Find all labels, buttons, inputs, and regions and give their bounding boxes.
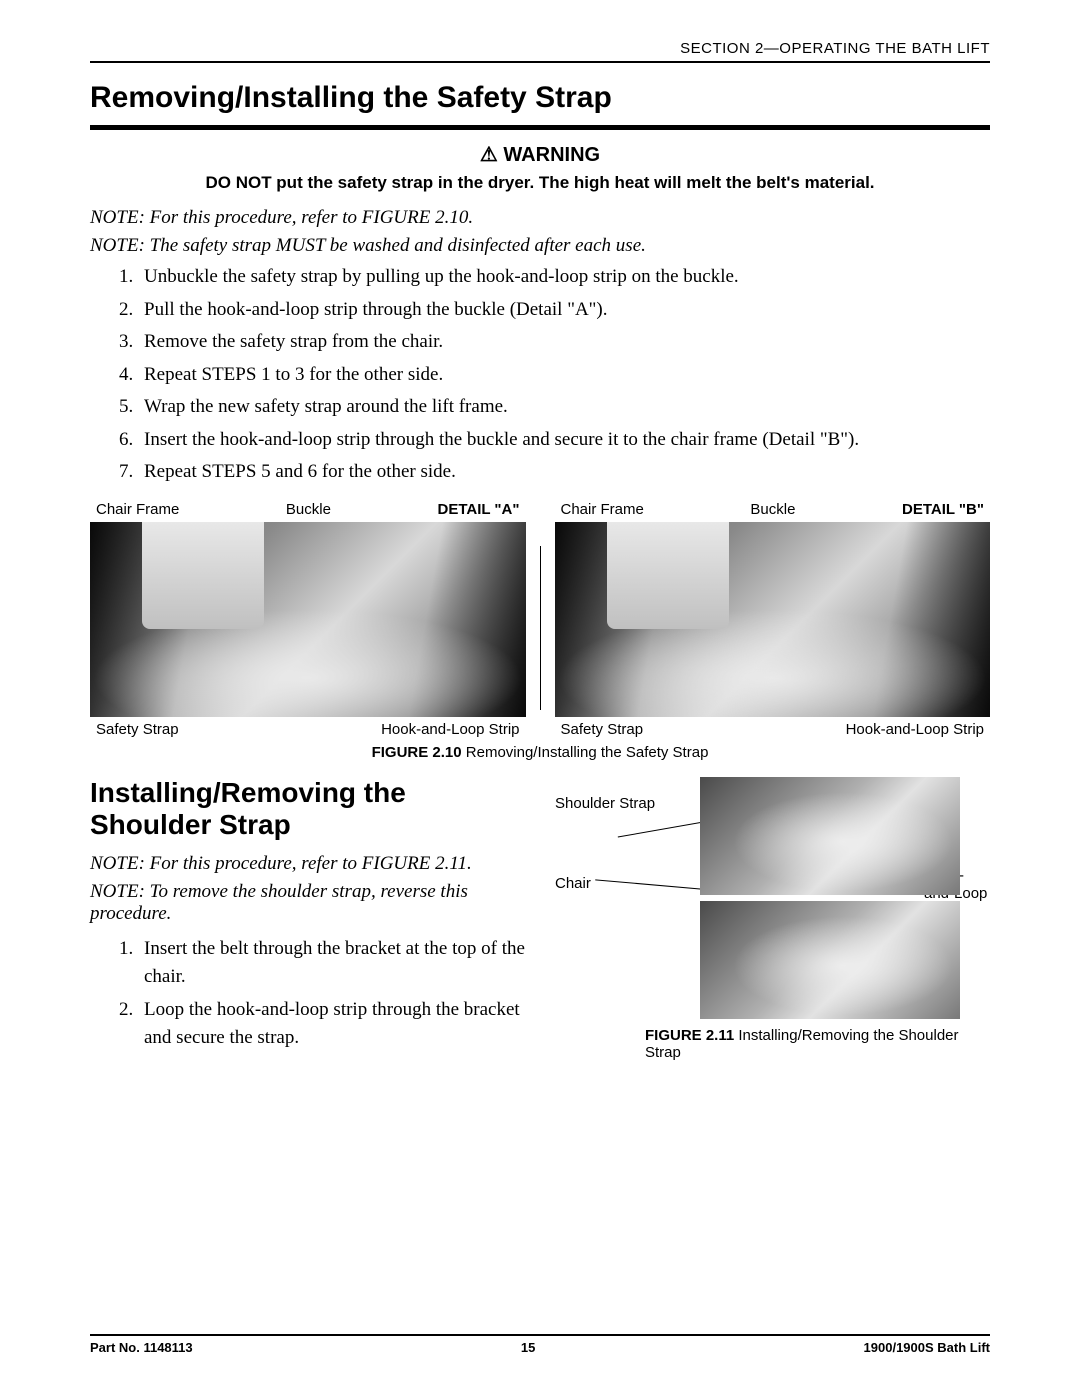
label-hook-loop: Hook-and-Loop Strip	[846, 721, 984, 738]
figure-number: FIGURE 2.10	[372, 744, 462, 761]
step: Wrap the new safety strap around the lif…	[138, 393, 990, 422]
figure-2-11-caption: FIGURE 2.11 Installing/Removing the Shou…	[555, 1027, 990, 1061]
warning-text: DO NOT put the safety strap in the dryer…	[90, 173, 990, 193]
warning-label: WARNING	[90, 142, 990, 167]
steps-shoulder-strap: Insert the belt through the bracket at t…	[138, 935, 525, 1053]
label-shoulder-strap: Shoulder Strap	[555, 795, 655, 813]
label-buckle: Buckle	[286, 501, 331, 518]
page-footer: Part No. 1148113 15 1900/1900S Bath Lift	[90, 1334, 990, 1355]
label-detail-a: DETAIL "A"	[437, 501, 519, 518]
note-1: NOTE: For this procedure, refer to FIGUR…	[90, 207, 990, 229]
figure-2-10-caption: FIGURE 2.10 Removing/Installing the Safe…	[90, 744, 990, 761]
label-chair: Chair	[555, 875, 591, 893]
photo-detail-b	[555, 522, 991, 717]
label-buckle: Buckle	[750, 501, 795, 518]
step: Pull the hook-and-loop strip through the…	[138, 296, 990, 325]
footer-page-no: 15	[521, 1340, 535, 1355]
step: Repeat STEPS 1 to 3 for the other side.	[138, 361, 990, 390]
detail-b: Chair Frame Buckle DETAIL "B" Safety Str…	[555, 501, 991, 738]
figure-2-10: Chair Frame Buckle DETAIL "A" Safety Str…	[90, 501, 990, 761]
step: Loop the hook-and-loop strip through the…	[138, 996, 525, 1053]
label-safety-strap: Safety Strap	[96, 721, 179, 738]
note-4: NOTE: To remove the shoulder strap, reve…	[90, 881, 525, 925]
section-header: SECTION 2—OPERATING THE BATH LIFT	[90, 40, 990, 63]
footer-model: 1900/1900S Bath Lift	[864, 1340, 990, 1355]
label-chair-frame: Chair Frame	[96, 501, 179, 518]
figure-divider	[540, 546, 541, 710]
photo-shoulder-2	[700, 901, 960, 1019]
label-safety-strap: Safety Strap	[561, 721, 644, 738]
heading-rule	[90, 125, 990, 130]
step: Unbuckle the safety strap by pulling up …	[138, 263, 990, 292]
step: Insert the belt through the bracket at t…	[138, 935, 525, 992]
steps-safety-strap: Unbuckle the safety strap by pulling up …	[138, 263, 990, 487]
note-3: NOTE: For this procedure, refer to FIGUR…	[90, 853, 525, 875]
heading-safety-strap: Removing/Installing the Safety Strap	[90, 81, 990, 115]
detail-a: Chair Frame Buckle DETAIL "A" Safety Str…	[90, 501, 526, 738]
step: Remove the safety strap from the chair.	[138, 328, 990, 357]
heading-shoulder-strap: Installing/Removing the Shoulder Strap	[90, 777, 525, 841]
step: Insert the hook-and-loop strip through t…	[138, 426, 990, 455]
step: Repeat STEPS 5 and 6 for the other side.	[138, 458, 990, 487]
footer-part-no: Part No. 1148113	[90, 1340, 193, 1355]
label-detail-b: DETAIL "B"	[902, 501, 984, 518]
photo-shoulder-1	[700, 777, 960, 895]
figure-number: FIGURE 2.11	[645, 1027, 734, 1044]
note-2: NOTE: The safety strap MUST be washed an…	[90, 235, 990, 257]
figure-title: Removing/Installing the Safety Strap	[462, 744, 709, 761]
label-hook-loop: Hook-and-Loop Strip	[381, 721, 519, 738]
figure-2-11: Shoulder Strap Chair Hook-and-Loop Strip…	[555, 777, 990, 1061]
photo-detail-a	[90, 522, 526, 717]
label-chair-frame: Chair Frame	[561, 501, 644, 518]
